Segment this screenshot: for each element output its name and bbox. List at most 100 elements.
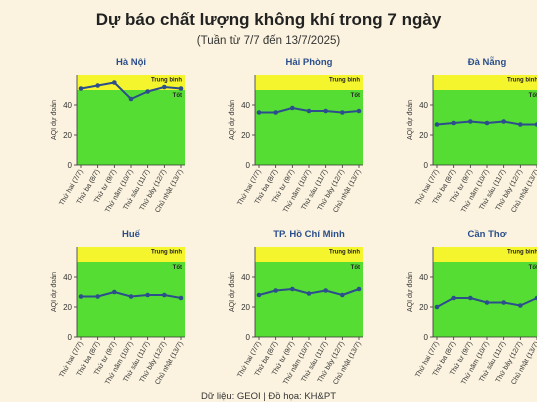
chart-0-ylabel: AQI dự đoán — [51, 100, 58, 140]
chart-0-point-1 — [95, 83, 100, 88]
chart-0-band-label-moderate: Trung bình — [151, 78, 182, 84]
chart-5-ytick-label-2: 40 — [419, 273, 428, 282]
chart-0-point-0 — [78, 86, 84, 91]
chart-5-point-1 — [451, 295, 456, 301]
chart-2-ylabel: AQI dự đoán — [407, 100, 414, 140]
chart-2-band-label-good: Tốt — [529, 92, 537, 99]
chart-3-ytick-label-0: 0 — [68, 333, 73, 342]
chart-3-point-1 — [95, 294, 100, 299]
chart-2-point-1 — [451, 120, 456, 126]
chart-4-band-label-good: Tốt — [351, 264, 360, 271]
chart-2-point-4 — [501, 119, 506, 124]
chart-3-moderate-band — [77, 247, 185, 262]
chart-4-good-band — [255, 262, 363, 337]
chart-0-ytick-label-2: 40 — [63, 101, 72, 110]
chart-3-ylabel: AQI dự đoán — [51, 272, 58, 312]
chart-0-good-band — [77, 90, 185, 165]
chart-1-band-label-good: Tốt — [351, 92, 360, 99]
chart-4-ytick-label-0: 0 — [246, 333, 251, 342]
page-subtitle: (Tuần từ 7/7 đến 13/7/2025) — [196, 35, 341, 47]
chart-1-moderate-band — [255, 75, 363, 90]
chart-4-point-6 — [356, 286, 362, 292]
chart-1-band-label-moderate: Trung bình — [329, 78, 360, 84]
chart-3-point-2 — [112, 289, 117, 295]
chart-4-ytick-label-2: 40 — [241, 273, 250, 282]
chart-4-point-1 — [273, 288, 278, 293]
chart-1-point-3 — [306, 108, 312, 114]
chart-5-point-0 — [434, 304, 440, 310]
chart-0-point-3 — [128, 96, 134, 102]
chart-5-ylabel: AQI dự đoán — [407, 272, 414, 312]
chart-3-point-5 — [162, 292, 167, 298]
chart-4-point-5 — [340, 292, 345, 298]
chart-2-moderate-band — [433, 75, 537, 90]
chart-1-ylabel: AQI dự đoán — [229, 100, 236, 140]
chart-4-point-3 — [306, 291, 312, 296]
chart-2-good-band — [433, 90, 537, 165]
chart-1-point-0 — [256, 110, 262, 115]
chart-4-title: TP. Hồ Chí Minh — [273, 229, 345, 240]
chart-0-point-4 — [145, 89, 150, 94]
chart-2-title: Đà Nẵng — [468, 56, 507, 68]
chart-2-ytick-label-0: 0 — [424, 161, 429, 170]
chart-5-title: Cần Thơ — [468, 229, 507, 240]
chart-3-title: Huế — [122, 229, 141, 240]
chart-1-point-6 — [356, 108, 362, 114]
chart-2-point-5 — [518, 122, 523, 127]
chart-3-point-4 — [145, 292, 150, 298]
chart-0-point-2 — [112, 80, 117, 85]
chart-3-band-label-good: Tốt — [173, 264, 182, 271]
source-credit: Dữ liệu: GEOI | Đồ họa: KH&PT — [200, 391, 336, 402]
chart-1-ytick-label-1: 20 — [241, 131, 250, 140]
chart-0-moderate-band — [77, 75, 185, 90]
chart-2-point-0 — [434, 122, 440, 127]
chart-1-point-4 — [323, 108, 328, 114]
chart-2-ytick-label-2: 40 — [419, 101, 428, 110]
chart-1-point-1 — [273, 110, 278, 115]
chart-2-ytick-label-1: 20 — [419, 131, 428, 140]
chart-2-point-3 — [484, 120, 490, 126]
chart-1-title: Hải Phòng — [286, 57, 333, 68]
chart-0-point-6 — [178, 86, 184, 91]
chart-0-title: Hà Nội — [116, 57, 146, 68]
chart-5-point-5 — [518, 303, 523, 308]
chart-1-point-5 — [340, 110, 345, 115]
chart-5-point-6 — [534, 295, 537, 301]
chart-0-ytick-label-0: 0 — [68, 161, 73, 170]
chart-1-ytick-label-2: 40 — [241, 101, 250, 110]
chart-0-band-label-good: Tốt — [173, 92, 182, 99]
chart-5-point-2 — [468, 295, 473, 301]
chart-4-moderate-band — [255, 247, 363, 262]
chart-3-point-3 — [128, 294, 134, 299]
chart-2-point-2 — [468, 119, 473, 124]
chart-5-ytick-label-0: 0 — [424, 333, 429, 342]
chart-5-point-4 — [501, 300, 506, 305]
page-title: Dự báo chất lượng không khí trong 7 ngày — [95, 10, 442, 29]
chart-0-point-5 — [162, 84, 167, 90]
chart-5-band-label-good: Tốt — [529, 264, 537, 271]
chart-1-ytick-label-0: 0 — [246, 161, 251, 170]
chart-5-band-label-moderate: Trung bình — [507, 250, 537, 256]
chart-4-point-4 — [323, 288, 328, 293]
chart-panel-tp-ho-chi-minh: TP. Hồ Chí Minh Trung bình Tốt 0 20 40 AQI dự … — [229, 229, 363, 386]
chart-5-ytick-label-1: 20 — [419, 303, 428, 312]
chart-4-point-2 — [290, 286, 295, 292]
chart-4-ylabel: AQI dự đoán — [229, 272, 236, 312]
chart-2-point-6 — [534, 122, 537, 127]
chart-3-band-label-moderate: Trung bình — [151, 250, 182, 256]
chart-1-point-2 — [290, 105, 295, 111]
chart-3-point-0 — [78, 294, 84, 299]
chart-5-point-3 — [484, 300, 490, 305]
chart-3-ytick-label-1: 20 — [63, 303, 72, 312]
chart-3-good-band — [77, 262, 185, 337]
chart-2-band-label-moderate: Trung bình — [507, 78, 537, 84]
chart-5-good-band — [433, 262, 537, 337]
chart-4-ytick-label-1: 20 — [241, 303, 250, 312]
chart-3-ytick-label-2: 40 — [63, 273, 72, 282]
chart-4-band-label-moderate: Trung bình — [329, 250, 360, 256]
